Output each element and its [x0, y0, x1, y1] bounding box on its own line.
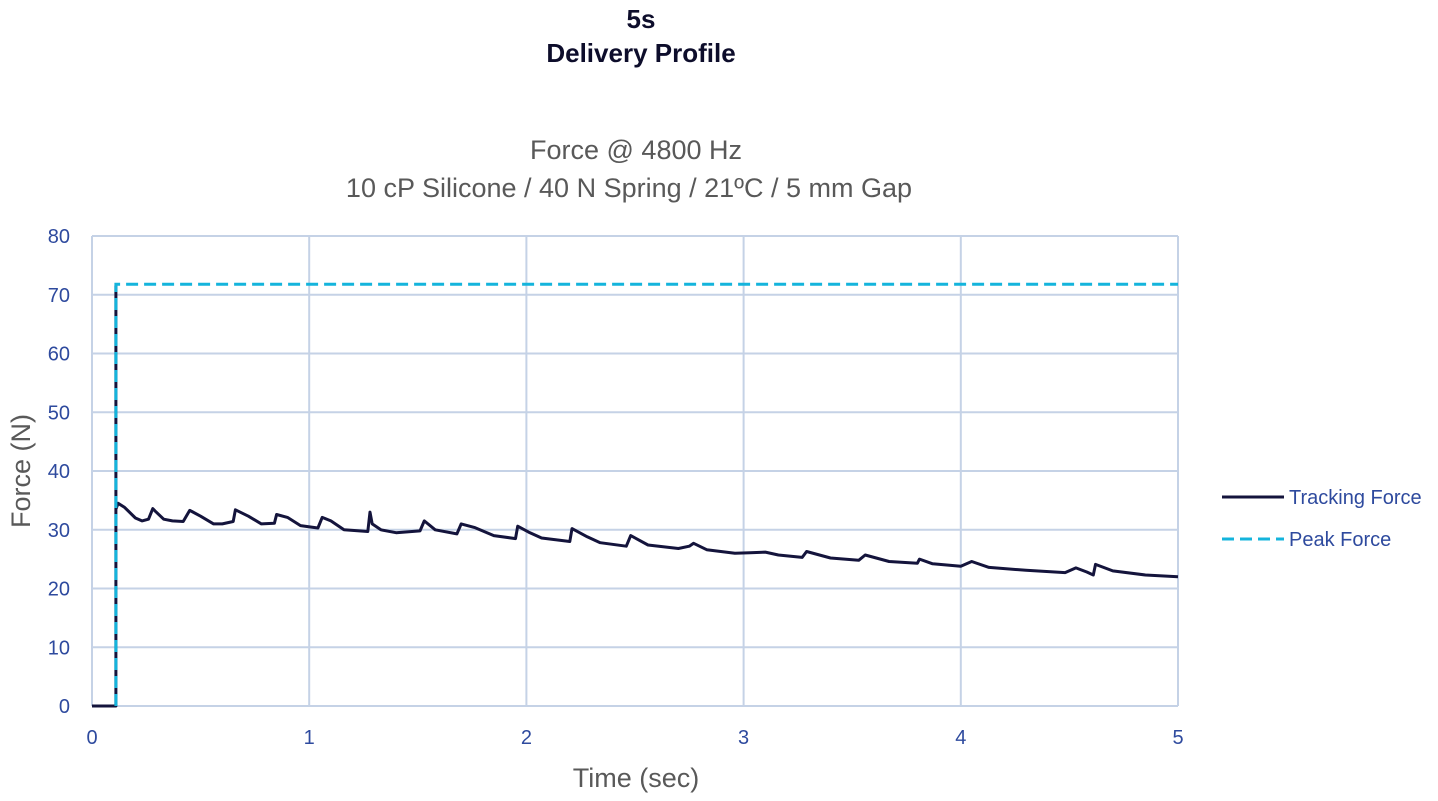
chart-title: Force @ 4800 Hz	[530, 135, 742, 165]
header-line-2: Delivery Profile	[546, 38, 736, 68]
x-tick-label: 1	[304, 727, 315, 749]
x-axis-title: Time (sec)	[573, 763, 700, 793]
y-tick-label: 20	[48, 579, 70, 601]
x-tick-label: 5	[1172, 727, 1183, 749]
x-tick-label: 3	[738, 727, 749, 749]
series-line-peak-force	[114, 282, 1178, 706]
y-tick-label: 80	[48, 226, 70, 248]
series-lines	[92, 282, 1179, 708]
grid-lines	[91, 235, 1179, 707]
y-tick-label: 30	[48, 520, 70, 542]
x-tick-label: 2	[521, 727, 532, 749]
y-tick-label: 70	[48, 285, 70, 307]
page-header: 5s Delivery Profile	[0, 2, 1282, 70]
y-tick-label: 40	[48, 461, 70, 483]
y-tick-label: 0	[59, 696, 70, 718]
legend-label-tracking-force: Tracking Force	[1289, 487, 1422, 509]
y-tick-label: 60	[48, 344, 70, 366]
y-tick-label: 50	[48, 402, 70, 424]
header-line-1: 5s	[626, 4, 656, 34]
tick-labels: 0 10 20 30 40 50 60 70 80 0 1 2 3 4 5	[48, 226, 1184, 749]
y-axis-title: Force (N)	[6, 414, 36, 528]
x-tick-label: 0	[86, 727, 97, 749]
x-tick-label: 4	[955, 727, 966, 749]
series-line-tracking-force	[92, 284, 1179, 708]
chart-subtitle: 10 cP Silicone / 40 N Spring / 21ºC / 5 …	[346, 173, 912, 203]
legend-label-peak-force: Peak Force	[1289, 529, 1391, 551]
legend: Tracking Force Peak Force	[1222, 487, 1422, 551]
y-tick-label: 10	[48, 637, 70, 659]
